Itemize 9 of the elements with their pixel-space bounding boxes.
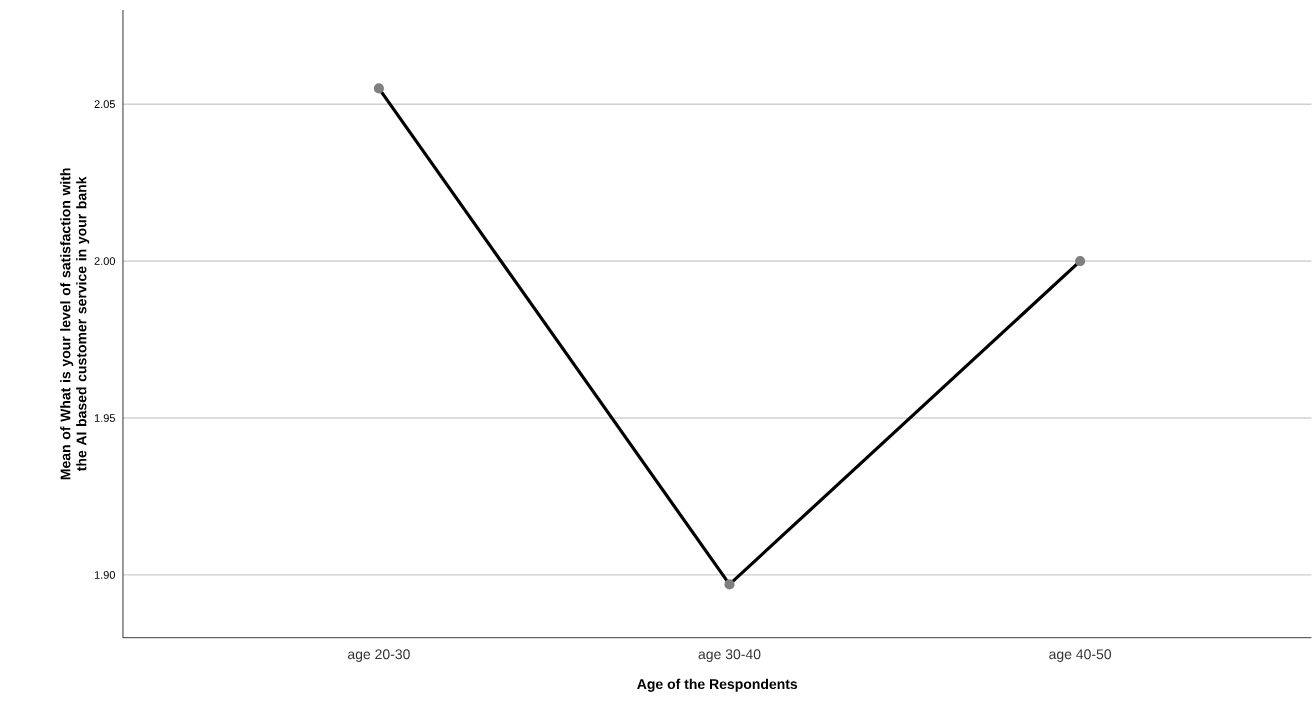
y-tick-label: 2.05 <box>94 100 115 109</box>
x-tick-label: age 20-30 <box>347 649 410 663</box>
x-tick-label: age 30-40 <box>698 649 761 663</box>
y-axis-title: Mean of What is your level of satisfaction with the AI based customer service in your bank <box>60 168 90 480</box>
y-tick-label: 2.00 <box>94 257 116 266</box>
x-tick-label: age 40-50 <box>1049 649 1112 663</box>
y-tick-label: 1.90 <box>94 571 116 580</box>
y-tick-label: 1.95 <box>94 414 115 423</box>
x-axis-title: Age of the Respondents <box>637 678 798 693</box>
